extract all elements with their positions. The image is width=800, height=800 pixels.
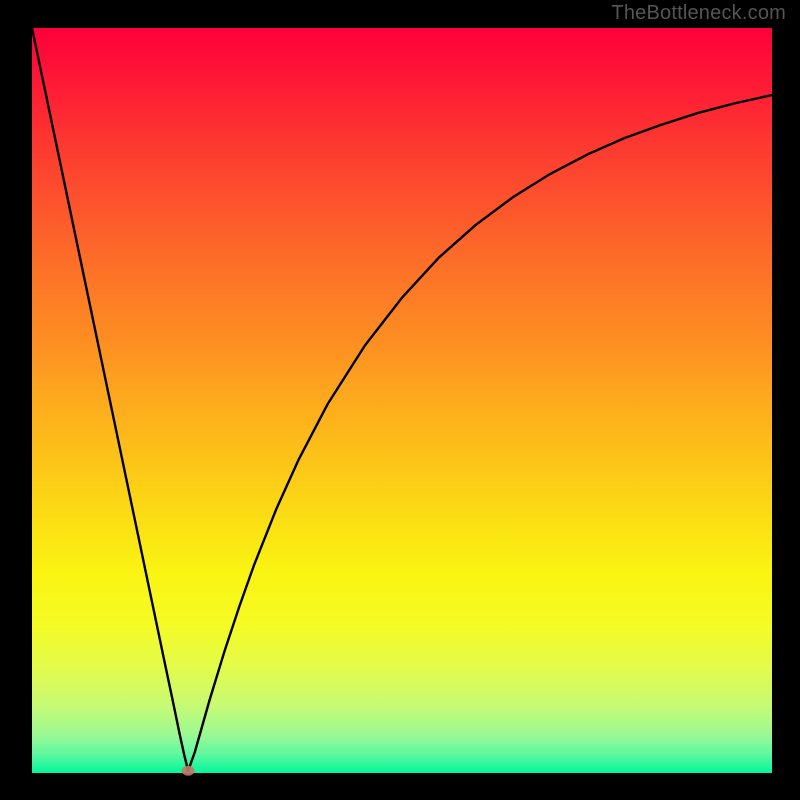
bottleneck-chart xyxy=(0,0,800,800)
plot-background xyxy=(32,28,772,773)
optimum-marker xyxy=(182,766,195,776)
watermark-text: TheBottleneck.com xyxy=(611,2,786,25)
chart-container: TheBottleneck.com xyxy=(0,0,800,800)
